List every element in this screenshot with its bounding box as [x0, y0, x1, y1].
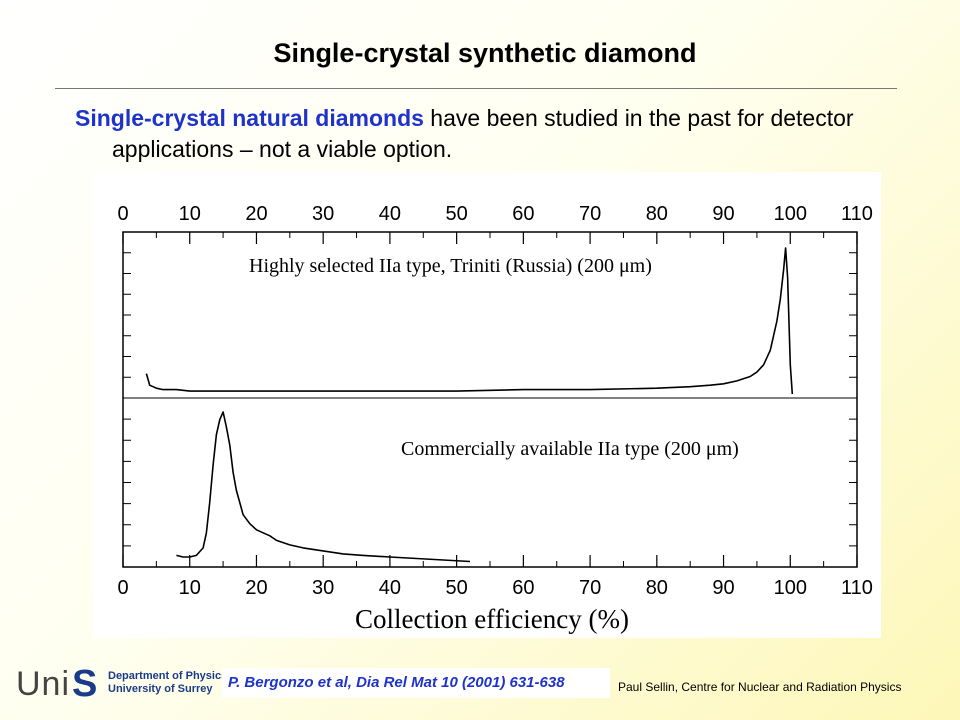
- x-tick-label-top-1: 10: [179, 203, 201, 225]
- logo-wordmark: Uni: [16, 665, 71, 703]
- x-tick-label-bottom-8: 80: [646, 577, 668, 599]
- title-divider: [55, 88, 897, 89]
- x-tick-label-top-2: 20: [245, 203, 267, 225]
- panel-label-bottom: Commercially available IIa type (200 μm): [401, 438, 739, 460]
- panel-label-top: Highly selected IIa type, Triniti (Russi…: [249, 255, 652, 277]
- footer-credit: Paul Sellin, Centre for Nuclear and Radi…: [618, 680, 902, 694]
- plot-frame: [122, 231, 858, 568]
- reference-citation: P. Bergonzo et al, Dia Rel Mat 10 (2001)…: [222, 668, 610, 698]
- slide-title: Single-crystal synthetic diamond: [273, 38, 697, 68]
- x-tick-label-top-5: 50: [446, 203, 468, 225]
- intro-highlight: Single-crystal natural diamonds: [75, 105, 424, 131]
- logo-department: Department of Physics University of Surr…: [108, 670, 227, 696]
- chart-svg: 0 0 10 10 20 20 30 30 40 40 50 50 60 60 70 70 80 80 90 90 10…: [117, 203, 873, 634]
- x-tick-label-top-0: 0: [117, 203, 128, 225]
- university-logo: Uni S Department of Physics University o…: [16, 663, 227, 705]
- x-tick-label-bottom-0: 0: [117, 577, 128, 599]
- x-tick-label-top-10: 100: [774, 203, 807, 225]
- x-tick-label-bottom-9: 90: [712, 577, 734, 599]
- logo-line2: University of Surrey: [108, 683, 213, 695]
- x-tick-label-bottom-10: 100: [774, 577, 807, 599]
- x-tick-label-top-11: 110: [841, 203, 873, 225]
- x-axis-label: Collection efficiency (%): [355, 604, 629, 634]
- intro-text: Single-crystal natural diamonds have bee…: [75, 103, 942, 165]
- x-tick-label-bottom-6: 60: [512, 577, 534, 599]
- x-tick-label-bottom-3: 30: [312, 577, 334, 599]
- intro-rest: have been studied in the past for detect…: [112, 105, 854, 162]
- x-tick-label-top-3: 30: [312, 203, 334, 225]
- x-tick-label-bottom-5: 50: [446, 577, 468, 599]
- x-tick-label-top-6: 60: [512, 203, 534, 225]
- collection-efficiency-figure: 0 0 10 10 20 20 30 30 40 40 50 50 60 60 70 70 80 80 90 90 10…: [93, 172, 881, 638]
- x-tick-label-top-4: 40: [379, 203, 401, 225]
- x-tick-label-bottom-4: 40: [379, 577, 401, 599]
- x-tick-label-top-8: 80: [646, 203, 668, 225]
- x-tick-label-top-7: 70: [579, 203, 601, 225]
- logo-letter: S: [72, 663, 98, 705]
- x-tick-label-bottom-7: 70: [579, 577, 601, 599]
- x-tick-label-bottom-11: 110: [841, 577, 873, 599]
- x-tick-label-bottom-2: 20: [245, 577, 267, 599]
- logo-line1: Department of Physics: [108, 670, 228, 682]
- series-line-panel-0: [145, 247, 794, 395]
- x-tick-label-bottom-1: 10: [179, 577, 201, 599]
- x-tick-label-top-9: 90: [712, 203, 734, 225]
- series-line-panel-1: [176, 411, 471, 563]
